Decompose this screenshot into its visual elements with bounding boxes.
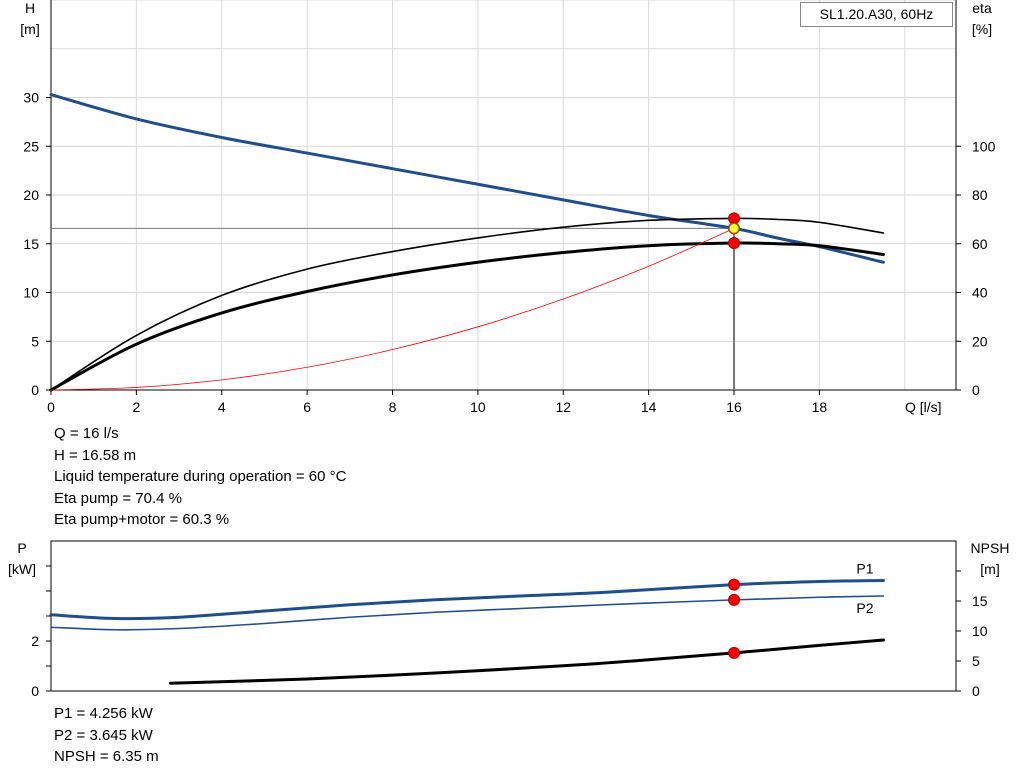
p-tick-label: 0 xyxy=(31,683,39,699)
info-eta-pump: Eta pump = 70.4 % xyxy=(54,489,182,507)
npsh-tick-label: 5 xyxy=(972,653,980,669)
y-right-tick-label: 0 xyxy=(972,382,980,398)
p2-curve xyxy=(50,595,885,631)
y-left-tick-label: 10 xyxy=(23,285,39,301)
duty-point-marker xyxy=(728,212,741,225)
x-tick-label: 6 xyxy=(303,399,311,415)
info-eta-pump-motor: Eta pump+motor = 60.3 % xyxy=(54,511,230,528)
npsh-tick-label: 0 xyxy=(972,683,980,699)
duty-point-marker xyxy=(728,646,741,659)
p-axis-unit: [kW] xyxy=(8,561,36,577)
x-tick-label: 18 xyxy=(812,399,828,415)
p2-series-label: P2 xyxy=(856,600,873,616)
x-tick-label: 14 xyxy=(641,399,657,415)
legend-label: SL1.20.A30, 60Hz xyxy=(819,6,934,22)
npsh-axis-unit: [m] xyxy=(980,561,999,577)
x-tick-label: 16 xyxy=(726,399,742,415)
power-npsh-markers xyxy=(728,578,741,659)
operating-point-info: Q = 16 l/s H = 16.58 m Liquid temperatur… xyxy=(54,423,346,531)
y-left-axis-label: H xyxy=(25,0,35,16)
y-right-tick-label: 40 xyxy=(972,285,988,301)
x-tick-label: 12 xyxy=(555,399,571,415)
system-curve-curve xyxy=(50,227,735,391)
info-flow: Q = 16 l/s xyxy=(54,425,119,442)
duty-point-marker xyxy=(728,578,741,591)
head-curve xyxy=(49,93,885,264)
y-left-tick-label: 15 xyxy=(23,236,39,252)
y-right-axis-unit: [%] xyxy=(972,21,992,37)
y-left-tick-label: 0 xyxy=(31,382,39,398)
qh-grid xyxy=(50,0,956,391)
power-npsh-chart: 0 2 0 5 10 15 P [kW] NPSH [m] P1 P2 xyxy=(8,540,1009,699)
y-right-tick-label: 100 xyxy=(972,138,996,154)
npsh-tick-label: 15 xyxy=(972,593,988,609)
info-p1: P1 = 4.256 kW xyxy=(54,705,153,722)
qh-markers xyxy=(728,212,741,250)
power-info: P1 = 4.256 kW P2 = 3.645 kW NPSH = 6.35 … xyxy=(54,703,159,768)
info-liquid-temperature: Liquid temperature during operation = 60… xyxy=(54,468,347,485)
x-tick-label: 4 xyxy=(218,399,226,415)
x-tick-label: 8 xyxy=(389,399,397,415)
y-right-tick-label: 60 xyxy=(972,236,988,252)
qh-eta-chart: 0 2 4 6 8 10 12 14 16 18 0 5 10 15 20 25 30 0 20 40 60 80 100 Q… xyxy=(20,0,996,415)
x-tick-label: 0 xyxy=(47,399,55,415)
p1-curve xyxy=(49,579,885,621)
npsh-curve xyxy=(169,638,885,685)
npsh-tick-label: 10 xyxy=(972,623,988,639)
y-left-tick-label: 25 xyxy=(23,138,39,154)
info-npsh: NPSH = 6.35 m xyxy=(54,748,159,765)
npsh-axis-label: NPSH xyxy=(971,540,1010,556)
duty-point-marker xyxy=(728,593,741,606)
power-npsh-series: P1 P2 xyxy=(49,561,885,685)
y-left-tick-label: 20 xyxy=(23,187,39,203)
qh-axes: 0 2 4 6 8 10 12 14 16 18 0 5 10 15 20 25 30 0 20 40 60 80 100 Q… xyxy=(20,0,996,415)
x-tick-label: 2 xyxy=(132,399,140,415)
info-head: H = 16.58 m xyxy=(54,446,137,464)
eta-pump-curve xyxy=(50,217,885,391)
chart-legend: SL1.20.A30, 60Hz xyxy=(800,2,953,27)
info-p2: P2 = 3.645 kW xyxy=(54,726,153,744)
p-axis-label: P xyxy=(17,540,26,556)
p1-series-label: P1 xyxy=(856,561,873,577)
eta-pump-motor-curve xyxy=(49,241,885,392)
y-left-tick-label: 30 xyxy=(23,90,39,106)
y-right-tick-label: 80 xyxy=(972,187,988,203)
qh-series xyxy=(49,93,885,392)
y-left-axis-unit: [m] xyxy=(20,21,39,37)
p-tick-label: 2 xyxy=(31,633,39,649)
y-left-tick-label: 5 xyxy=(31,333,39,349)
y-right-tick-label: 20 xyxy=(972,333,988,349)
y-right-axis-label: eta xyxy=(972,0,992,16)
operating-point-marker xyxy=(728,222,740,234)
duty-point-marker xyxy=(728,237,741,250)
x-axis-label: Q [l/s] xyxy=(905,399,942,415)
x-tick-label: 10 xyxy=(470,399,486,415)
